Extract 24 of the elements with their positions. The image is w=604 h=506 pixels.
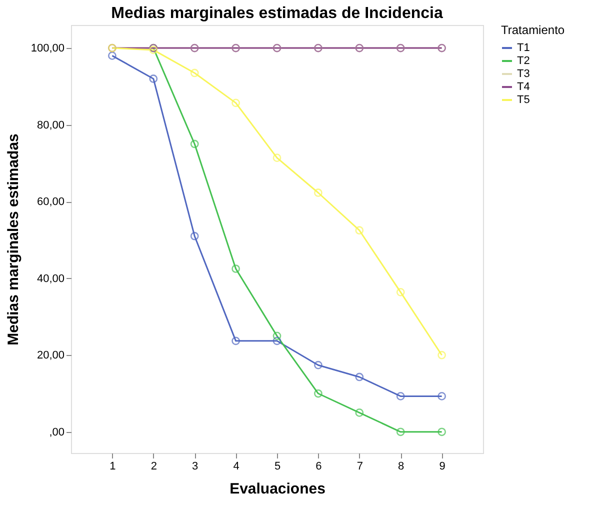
- legend-label: T1: [517, 42, 530, 54]
- x-tick-label: 2: [150, 460, 157, 472]
- y-tick-label: 100,00: [30, 42, 64, 55]
- y-tick-label: 60,00: [36, 196, 64, 208]
- legend-label: T2: [517, 55, 530, 67]
- x-tick-label: 6: [316, 460, 322, 472]
- x-tick-label: 1: [110, 460, 116, 472]
- x-tick-label: 5: [274, 460, 281, 472]
- x-tick-label: 3: [192, 460, 198, 472]
- legend-label: T4: [517, 81, 530, 93]
- y-tick-label: 80,00: [36, 119, 64, 132]
- legend-title: Tratamiento: [501, 23, 565, 37]
- y-tick-label: ,00: [49, 426, 64, 438]
- x-tick-label: 7: [356, 460, 363, 472]
- legend-label: T5: [517, 94, 530, 106]
- y-axis-title: Medias marginales estimadas: [4, 134, 22, 346]
- x-tick-label: 4: [233, 460, 240, 472]
- x-tick-label: 8: [398, 460, 404, 472]
- y-tick-label: 20,00: [36, 350, 64, 362]
- chart-title: Medias marginales estimadas de Incidencia: [111, 5, 443, 22]
- x-axis-title: Evaluaciones: [230, 480, 326, 498]
- legend-label: T3: [517, 68, 530, 80]
- x-tick-label: 9: [439, 460, 446, 472]
- y-tick-label: 40,00: [36, 272, 64, 285]
